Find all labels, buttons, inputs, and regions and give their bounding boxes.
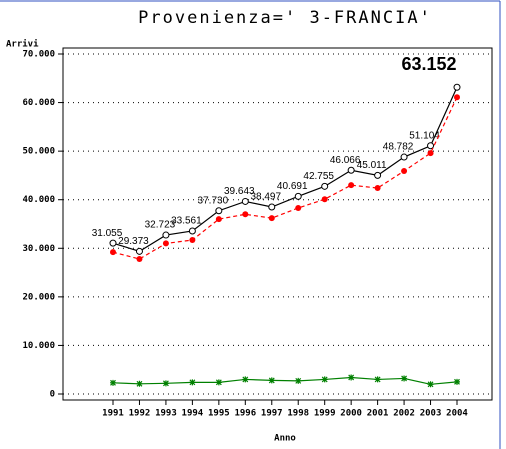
point (136, 380, 143, 387)
x-tick-label: 2003 (420, 409, 442, 419)
point (294, 192, 302, 200)
y-tick-label: 70.000 (22, 50, 55, 60)
x-tick-label: 2001 (367, 409, 389, 419)
point (347, 166, 355, 174)
y-tick-label: 30.000 (22, 244, 55, 254)
data-label: 37.730 (198, 195, 229, 206)
point (110, 379, 116, 386)
point (401, 168, 408, 175)
series-line (112, 376, 458, 385)
y-axis-label: Arrivi (6, 39, 39, 50)
data-label: 38.497 (250, 192, 281, 203)
point (215, 379, 222, 386)
point (321, 196, 328, 203)
data-label: 39.643 (224, 186, 255, 197)
point (162, 231, 170, 239)
point (295, 377, 302, 384)
point (189, 237, 196, 244)
point (268, 203, 276, 211)
y-tick-label: 40.000 (22, 195, 55, 205)
point (136, 255, 143, 262)
point (215, 207, 223, 215)
x-tick-label: 1999 (314, 409, 336, 419)
point (295, 204, 302, 211)
x-tick-label: 1992 (129, 409, 151, 419)
y-tick-label: 60.000 (22, 98, 55, 108)
x-tick-label: 1994 (182, 409, 204, 419)
point (135, 247, 143, 255)
point (348, 374, 355, 381)
point (321, 182, 329, 190)
data-label: 51.104 (409, 130, 440, 141)
point (454, 94, 460, 101)
data-label: 32.723 (145, 220, 176, 231)
x-tick-label: 2002 (393, 409, 415, 419)
data-label: 31.055 (92, 228, 123, 239)
point (162, 380, 169, 387)
y-tick-label: 10.000 (22, 341, 55, 351)
point (453, 83, 461, 91)
series-line (112, 96, 458, 260)
x-tick-label: 1993 (155, 409, 177, 419)
x-axis-label: Anno (274, 434, 296, 444)
x-tick-label: 1995 (208, 409, 230, 419)
y-tick-label: 0 (50, 390, 55, 400)
point (401, 375, 408, 382)
data-label: 40.691 (277, 181, 308, 192)
point (427, 381, 434, 388)
point (241, 197, 249, 205)
point (110, 249, 116, 256)
point (242, 376, 249, 383)
data-label: 45.011 (357, 160, 387, 171)
point (189, 379, 196, 386)
x-tick-label: 1998 (287, 409, 309, 419)
point (215, 216, 222, 223)
y-tick-label: 20.000 (22, 292, 55, 302)
data-label: 29.373 (118, 236, 149, 247)
data-label: 33.561 (171, 216, 202, 227)
point (242, 211, 249, 218)
x-tick-label: 1997 (261, 409, 283, 419)
point (188, 227, 196, 235)
point (109, 239, 117, 247)
x-tick-label: 2004 (446, 409, 468, 419)
point (321, 376, 328, 383)
data-label: 42.755 (303, 171, 334, 182)
chart-title: Provenienza=' 3-FRANCIA' (138, 8, 432, 28)
x-tick-label: 1991 (102, 409, 124, 419)
point (400, 153, 408, 161)
y-tick-label: 50.000 (22, 147, 55, 157)
point (268, 215, 275, 222)
x-tick-label: 2000 (340, 409, 362, 419)
point (454, 378, 460, 385)
point (162, 240, 169, 247)
point (374, 376, 381, 383)
data-label: 63.152 (401, 54, 456, 74)
point (427, 142, 435, 150)
point (268, 377, 275, 384)
point (427, 150, 434, 157)
x-tick-label: 1996 (234, 409, 256, 419)
plot-frame (62, 47, 493, 401)
series-line (112, 87, 458, 252)
point (348, 182, 355, 189)
data-label: 46.066 (330, 155, 361, 166)
point (374, 171, 382, 179)
point (374, 185, 381, 192)
data-label: 48.782 (383, 142, 414, 153)
